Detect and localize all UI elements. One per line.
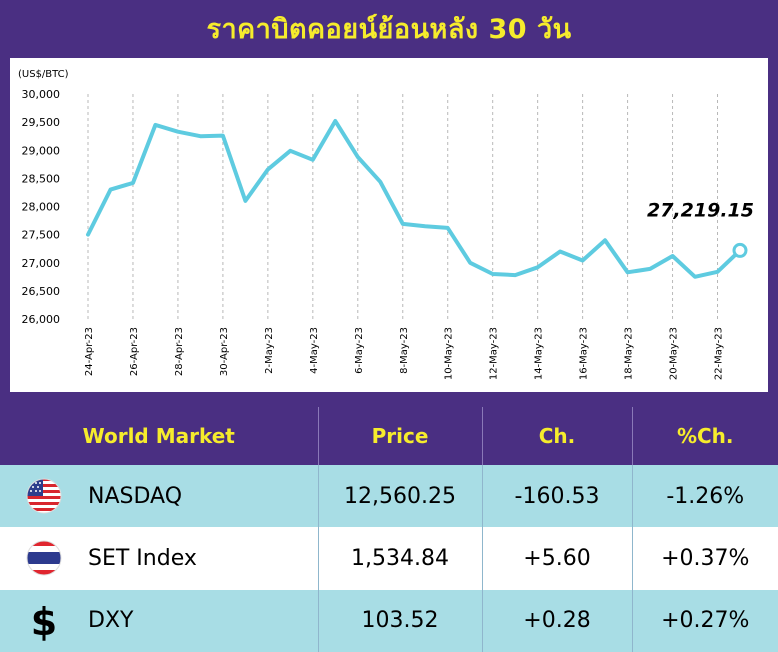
- y-tick-label: 27,500: [22, 229, 61, 242]
- market-name: SET Index: [88, 545, 197, 571]
- y-axis-unit-label: (US$/BTC): [18, 69, 69, 80]
- us-flag-icon: [0, 478, 88, 514]
- header-percent-change: %Ch.: [632, 407, 778, 465]
- percent-change-value: +0.27%: [632, 589, 778, 652]
- price-value: 1,534.84: [318, 527, 483, 590]
- y-tick-label: 26,500: [22, 285, 61, 298]
- y-tick-label: 28,000: [22, 201, 61, 214]
- dollar-icon: $: [0, 601, 88, 641]
- market-name-cell: SET Index: [0, 527, 319, 590]
- y-tick-label: 29,500: [22, 116, 61, 129]
- x-tick-label: 22-May-23: [714, 327, 725, 380]
- x-tick-label: 26-Apr-23: [129, 327, 140, 376]
- market-name-cell: NASDAQ: [0, 465, 319, 528]
- x-tick-label: 30-Apr-23: [219, 327, 230, 376]
- x-tick-label: 28-Apr-23: [174, 327, 185, 376]
- x-tick-label: 4-May-23: [309, 327, 320, 374]
- table-row: $ DXY 103.52 +0.28 +0.27%: [0, 589, 778, 652]
- x-tick-label: 20-May-23: [669, 327, 680, 380]
- x-tick-label: 8-May-23: [399, 327, 410, 374]
- y-tick-label: 27,000: [22, 257, 61, 270]
- table-row: NASDAQ 12,560.25 -160.53 -1.26%: [0, 465, 778, 528]
- price-value: 12,560.25: [318, 465, 483, 528]
- x-tick-label: 24-Apr-23: [84, 327, 95, 376]
- last-value-label: 27,219.15: [647, 199, 754, 221]
- x-tick-label: 10-May-23: [444, 327, 455, 380]
- price-value: 103.52: [318, 589, 483, 652]
- header-change: Ch.: [482, 407, 633, 465]
- x-tick-label: 16-May-23: [579, 327, 590, 380]
- chart-title: ราคาบิตคอยน์ย้อนหลัง 30 วัน: [206, 14, 572, 45]
- header-price: Price: [318, 407, 483, 465]
- percent-change-value: -1.26%: [632, 465, 778, 528]
- market-name-cell: $ DXY: [0, 589, 319, 652]
- x-tick-label: 12-May-23: [489, 327, 500, 380]
- x-tick-label: 6-May-23: [354, 327, 365, 374]
- price-line-chart: (US$/BTC) 26,000 26,500 27,000 27,500 28,000 2…: [18, 69, 754, 380]
- table-header-row: World Market Price Ch. %Ch.: [0, 407, 778, 465]
- y-tick-label: 29,000: [22, 144, 61, 157]
- percent-change-value: +0.37%: [632, 527, 778, 590]
- y-tick-label: 30,000: [22, 88, 61, 101]
- market-name: NASDAQ: [88, 483, 183, 509]
- header-world-market: World Market: [0, 407, 319, 465]
- change-value: +0.28: [482, 589, 633, 652]
- table-row: SET Index 1,534.84 +5.60 +0.37%: [0, 527, 778, 590]
- divider: [0, 397, 778, 407]
- change-value: +5.60: [482, 527, 633, 590]
- price-series-line: [86, 119, 742, 279]
- thai-flag-icon: [0, 540, 88, 576]
- last-point-marker: [732, 242, 748, 258]
- chart-panel: (US$/BTC) 26,000 26,500 27,000 27,500 28,000 2…: [10, 58, 768, 392]
- x-tick-label: 2-May-23: [264, 327, 275, 374]
- x-tick-label: 18-May-23: [624, 327, 635, 380]
- y-tick-label: 28,500: [22, 172, 61, 185]
- x-tick-label: 14-May-23: [534, 327, 545, 380]
- change-value: -160.53: [482, 465, 633, 528]
- world-market-table: World Market Price Ch. %Ch.: [0, 407, 778, 652]
- y-tick-label: 26,000: [22, 313, 61, 326]
- svg-text:$: $: [31, 601, 57, 641]
- market-name: DXY: [88, 608, 134, 634]
